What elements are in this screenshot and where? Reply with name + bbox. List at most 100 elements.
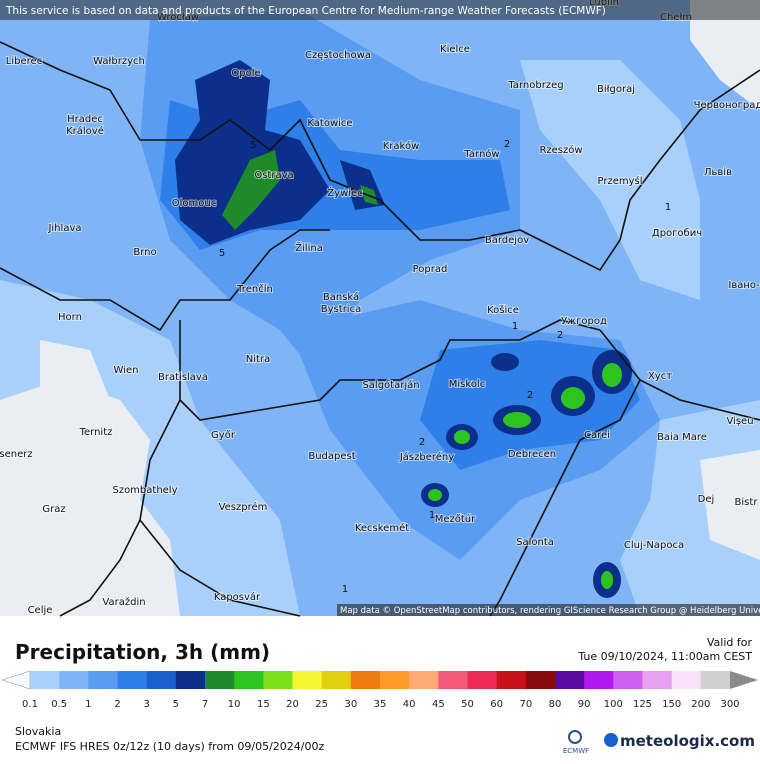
border bbox=[0, 41, 760, 272]
legend-label: 25 bbox=[315, 699, 328, 710]
cell bbox=[454, 430, 470, 444]
cell bbox=[561, 387, 585, 409]
city-label: Opole bbox=[231, 68, 260, 79]
city-labels: WrocławLublinChełmLiberecWałbrzychOpoleC… bbox=[0, 0, 760, 617]
color-cell bbox=[496, 671, 527, 689]
light-area bbox=[620, 400, 760, 616]
legend-title: Precipitation, 3h (mm) bbox=[15, 640, 270, 664]
colorbar: 0.1 0.5 1 2 3 5 7 10 15 20 25 30 35 40 45 50 60 70 80 90 100… bbox=[1, 670, 758, 710]
color-cell bbox=[292, 671, 323, 689]
city-label: Jihlava bbox=[47, 223, 81, 234]
legend-label: 100 bbox=[604, 699, 623, 710]
city-label: Horn bbox=[58, 312, 82, 323]
legend-label: 0.5 bbox=[51, 699, 67, 710]
city-label: Хуст bbox=[648, 371, 672, 382]
city-label: Salonta bbox=[516, 537, 554, 548]
color-cell bbox=[205, 671, 235, 689]
contour-labels: 5 5 2 1 1 2 2 2 1 1 bbox=[219, 139, 671, 595]
color-cell bbox=[525, 671, 556, 689]
city-label: Дрогобич bbox=[652, 228, 702, 239]
city-label: Košice bbox=[487, 304, 519, 316]
color-cell bbox=[30, 671, 60, 689]
city-label: Częstochowa bbox=[305, 50, 371, 61]
color-cell bbox=[409, 671, 439, 689]
color-cell bbox=[146, 671, 177, 689]
map: WrocławLublinChełmLiberecWałbrzychOpoleC… bbox=[0, 0, 760, 617]
city-label: Wałbrzych bbox=[93, 56, 145, 67]
city-label: Liberec bbox=[6, 56, 42, 67]
city-label: Bistr bbox=[735, 497, 759, 508]
city-label: Kielce bbox=[440, 44, 470, 55]
city-label: Tarnobrzeg bbox=[507, 80, 563, 91]
cell bbox=[428, 489, 442, 501]
legend-label: 300 bbox=[720, 699, 739, 710]
city-label: Tarnów bbox=[463, 148, 499, 160]
model-info: ECMWF IFS HRES 0z/12z (10 days) from 09/… bbox=[15, 740, 325, 753]
city-label: Žilina bbox=[295, 241, 323, 254]
city-label: Івано- bbox=[728, 280, 760, 291]
city-label: Przemyśl bbox=[597, 175, 642, 187]
green-area bbox=[222, 150, 280, 230]
valid-time: Tue 09/10/2024, 11:00am CEST bbox=[577, 650, 752, 663]
legend-label: 20 bbox=[286, 699, 299, 710]
legend-label: 80 bbox=[549, 699, 562, 710]
color-cell bbox=[117, 671, 148, 689]
cell bbox=[602, 363, 622, 387]
arrow-left bbox=[1, 670, 31, 690]
legend-label: 45 bbox=[432, 699, 445, 710]
city-label: Dej bbox=[698, 494, 715, 505]
city-label: senerz bbox=[0, 449, 33, 460]
city-label: Nitra bbox=[246, 354, 270, 365]
city-label: Králové bbox=[66, 125, 104, 137]
city-label: Banská bbox=[323, 291, 359, 303]
legend-label: 10 bbox=[228, 699, 241, 710]
color-cell bbox=[467, 671, 498, 689]
city-label: Budapest bbox=[308, 451, 355, 462]
green-cells bbox=[428, 363, 622, 589]
city-label: Cluj-Napoca bbox=[624, 540, 684, 551]
legend-label: 15 bbox=[257, 699, 270, 710]
city-label: Katowice bbox=[307, 118, 352, 129]
city-label: Bystrica bbox=[321, 304, 361, 315]
cell bbox=[491, 353, 519, 371]
color-cell bbox=[700, 671, 731, 689]
arrow-right bbox=[730, 671, 758, 689]
attribution: Map data © OpenStreetMap contributors, r… bbox=[340, 606, 760, 616]
color-cell bbox=[350, 671, 381, 689]
city-label: Kraków bbox=[383, 140, 420, 152]
city-label: Salgótarján bbox=[362, 379, 419, 391]
city-label: Vișeu bbox=[726, 416, 753, 427]
city-label: Kecskemét bbox=[355, 522, 409, 534]
city-label: Poprad bbox=[413, 264, 448, 275]
legend-label: 50 bbox=[461, 699, 474, 710]
legend-label: 60 bbox=[490, 699, 503, 710]
city-label: Wien bbox=[114, 365, 139, 376]
contour-label: 2 bbox=[557, 330, 563, 341]
color-cell bbox=[438, 671, 468, 689]
city-label: Львів bbox=[704, 166, 732, 178]
color-cell bbox=[642, 671, 673, 689]
city-label: Olomouc bbox=[172, 198, 216, 209]
legend-label: 125 bbox=[633, 699, 652, 710]
border bbox=[0, 229, 330, 332]
color-cell bbox=[175, 671, 206, 689]
city-label: Żywiec bbox=[327, 186, 362, 199]
border bbox=[59, 399, 181, 617]
ecmwf-icon bbox=[568, 730, 582, 744]
dry-area bbox=[0, 380, 180, 616]
legend-label: 35 bbox=[374, 699, 387, 710]
city-label: Baia Mare bbox=[657, 432, 707, 443]
legend-label: 0.1 bbox=[22, 699, 38, 710]
border bbox=[639, 379, 760, 421]
contour-label: 2 bbox=[504, 139, 510, 150]
legend-label: 3 bbox=[143, 699, 149, 710]
city-label: Ужгород bbox=[561, 316, 607, 327]
contour-label: 2 bbox=[527, 390, 533, 401]
city-label: Bratislava bbox=[158, 372, 208, 383]
attribution-bg bbox=[337, 604, 760, 616]
city-label: Debrecen bbox=[508, 449, 556, 460]
valid-label: Valid for bbox=[707, 636, 753, 649]
color-cell bbox=[613, 671, 643, 689]
light-area bbox=[520, 60, 700, 300]
